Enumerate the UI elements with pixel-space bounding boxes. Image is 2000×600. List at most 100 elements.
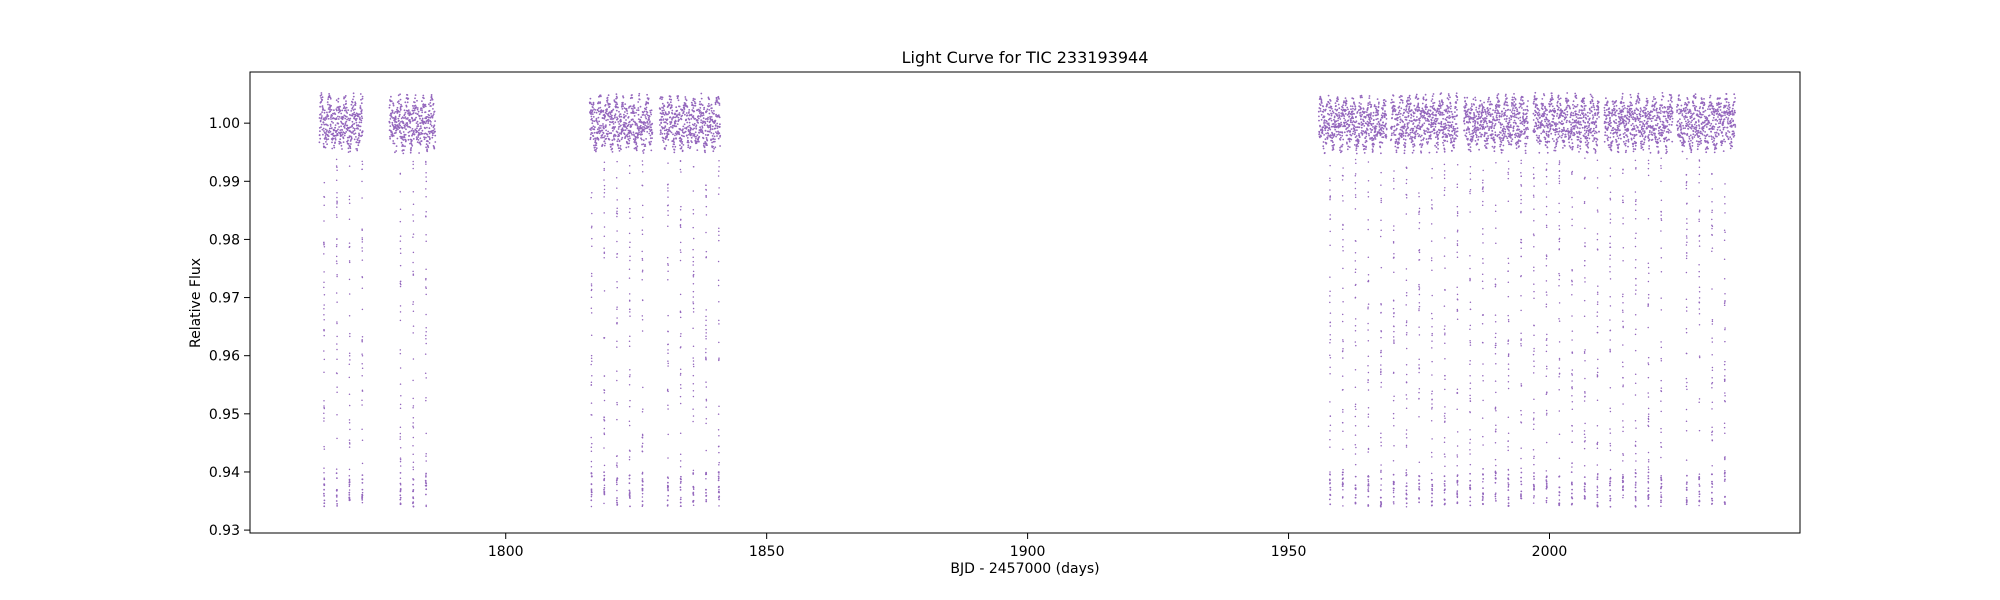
data-point (620, 120, 622, 122)
data-point (335, 99, 338, 102)
data-point (614, 126, 616, 128)
data-point (399, 93, 401, 96)
data-point (628, 246, 631, 249)
data-point (1438, 122, 1441, 125)
data-point (1380, 441, 1382, 444)
data-point (609, 103, 611, 105)
data-point (1380, 351, 1382, 354)
data-point (647, 116, 650, 119)
data-point (412, 397, 414, 400)
data-point (347, 117, 350, 120)
data-point (616, 140, 619, 143)
data-point (666, 388, 669, 391)
data-point (667, 190, 669, 192)
data-point (616, 281, 618, 283)
data-point (1329, 128, 1332, 131)
data-point (599, 101, 602, 104)
data-point (429, 102, 432, 104)
data-point (636, 123, 638, 125)
data-point (407, 131, 410, 134)
data-point (616, 212, 619, 215)
data-point (336, 335, 338, 338)
data-point (1437, 137, 1440, 140)
data-point (650, 113, 653, 116)
data-point (1361, 130, 1363, 132)
data-point (399, 482, 402, 485)
data-point (629, 255, 631, 257)
data-point (1390, 98, 1393, 101)
data-point (1380, 171, 1382, 174)
data-point (615, 499, 618, 502)
data-point (691, 141, 693, 144)
data-point (323, 445, 325, 448)
data-point (642, 386, 644, 389)
data-point (1412, 149, 1415, 152)
data-point (413, 130, 415, 132)
data-point (1483, 101, 1485, 104)
data-point (1380, 219, 1382, 221)
data-point (644, 145, 647, 148)
data-point (670, 106, 673, 109)
data-point (602, 117, 604, 119)
data-point (1418, 122, 1421, 124)
data-point (692, 360, 695, 362)
data-point (1444, 267, 1446, 269)
data-point (1332, 141, 1334, 144)
data-point (708, 105, 711, 107)
data-point (612, 108, 615, 111)
data-point (1443, 475, 1446, 478)
data-point (601, 143, 604, 146)
data-point (649, 109, 652, 112)
data-point (680, 171, 682, 173)
data-point (1404, 109, 1407, 112)
data-point (1391, 132, 1393, 135)
data-point (679, 486, 682, 489)
data-point (683, 108, 686, 110)
data-point (1351, 115, 1354, 118)
data-point (1367, 161, 1370, 163)
data-point (1353, 103, 1356, 105)
data-point (625, 146, 628, 149)
data-point (1490, 134, 1493, 137)
data-point (1418, 461, 1421, 463)
data-point (593, 120, 596, 123)
data-point (431, 134, 434, 137)
data-point (1342, 350, 1344, 352)
data-point (1493, 127, 1495, 130)
data-point (1443, 163, 1446, 166)
data-point (616, 477, 619, 480)
data-point (1354, 368, 1357, 371)
data-point (361, 399, 363, 402)
data-point (1493, 145, 1496, 148)
data-point (639, 124, 642, 127)
data-point (1330, 112, 1333, 115)
data-point (1413, 104, 1416, 107)
data-point (616, 116, 618, 119)
data-point (1432, 123, 1435, 126)
data-point (413, 133, 416, 136)
data-point (641, 229, 644, 231)
data-point (606, 96, 609, 99)
data-point (660, 119, 663, 121)
data-point (679, 293, 682, 296)
data-point (433, 124, 436, 127)
data-point (1328, 124, 1331, 127)
data-point (1418, 397, 1420, 400)
data-point (1362, 118, 1364, 121)
data-point (1431, 177, 1433, 179)
data-point (590, 133, 592, 136)
data-point (352, 105, 355, 107)
data-point (1392, 315, 1395, 318)
data-point (348, 404, 351, 407)
data-point (704, 130, 707, 132)
data-point (692, 504, 695, 506)
data-point (614, 116, 616, 119)
data-point (1418, 482, 1421, 485)
data-point (357, 127, 359, 130)
data-point (667, 196, 669, 198)
data-point (713, 112, 715, 115)
data-point (335, 118, 338, 120)
data-point (1354, 424, 1357, 427)
data-point (711, 111, 714, 114)
